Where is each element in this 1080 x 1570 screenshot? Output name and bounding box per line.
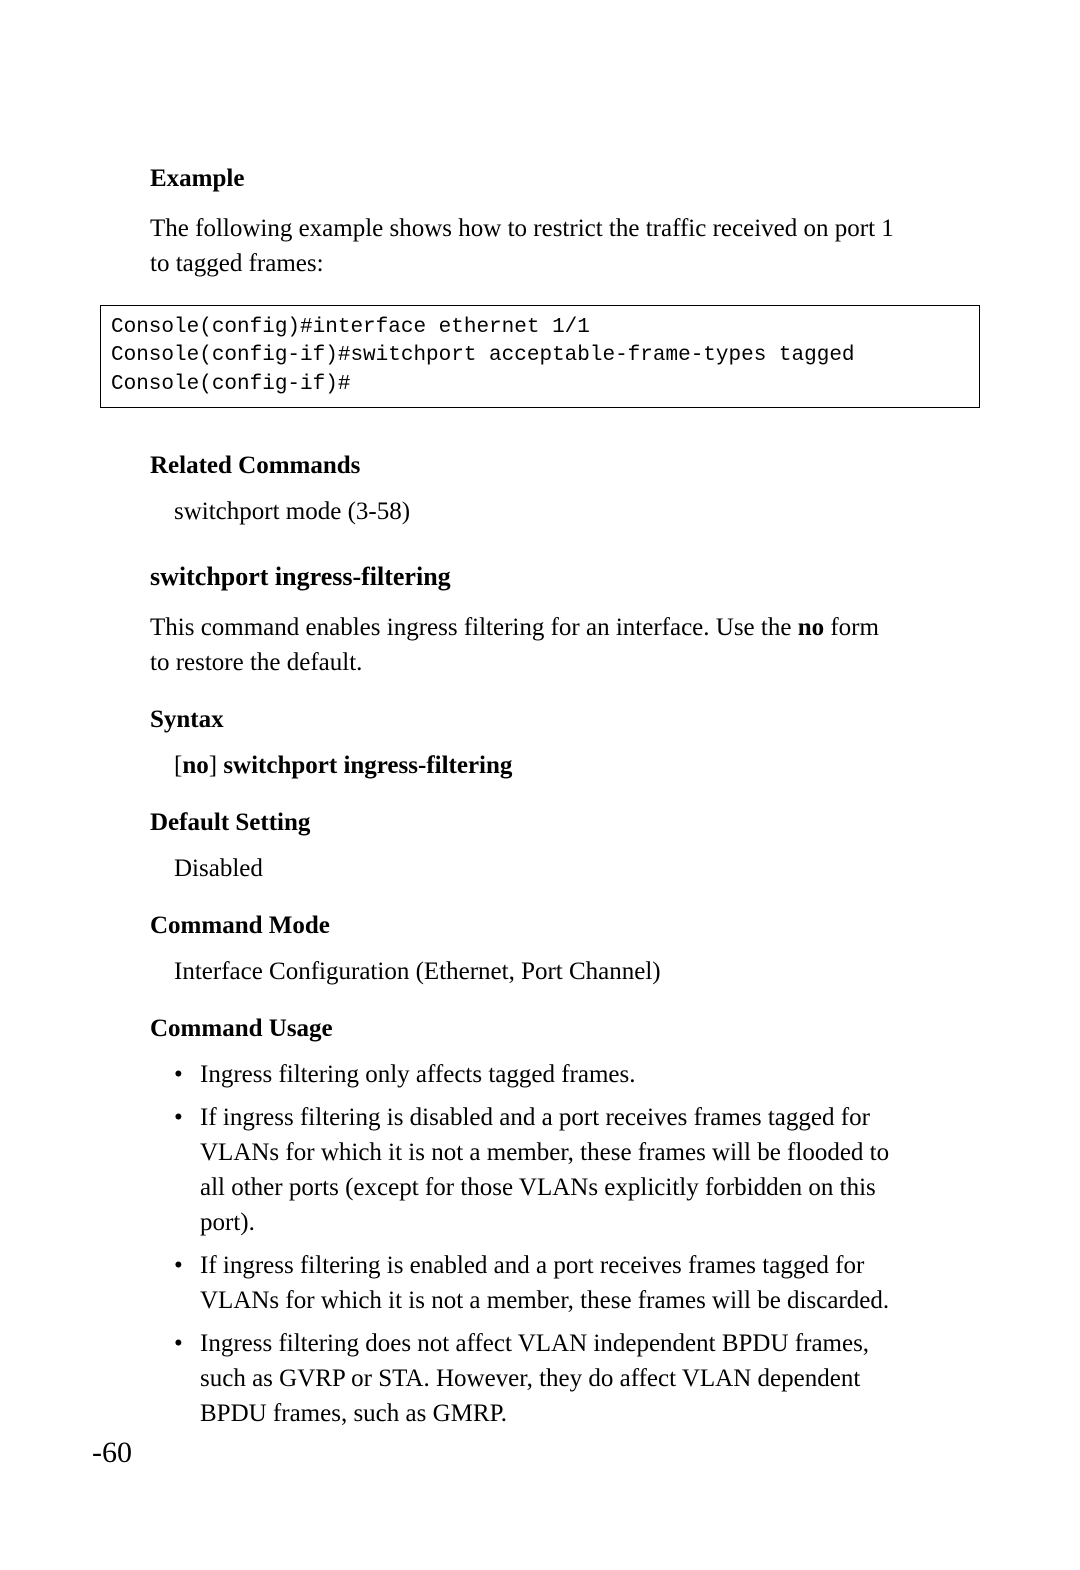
command-mode-heading: Command Mode: [150, 912, 900, 940]
usage-item: If ingress filtering is disabled and a p…: [174, 1100, 900, 1240]
syntax-bold1: no: [182, 752, 208, 779]
page-number: -60: [92, 1436, 132, 1470]
command-mode-value: Interface Configuration (Ethernet, Port …: [174, 954, 900, 989]
default-setting-value: Disabled: [174, 851, 900, 886]
syntax-bold2: switchport ingress-filtering: [223, 752, 512, 779]
example-heading: Example: [150, 165, 900, 193]
content-area: Example The following example shows how …: [150, 165, 900, 281]
content-area-2: Related Commands switchport mode (3-58) …: [150, 452, 900, 1431]
command-description: This command enables ingress filtering f…: [150, 610, 900, 680]
example-intro: The following example shows how to restr…: [150, 211, 900, 281]
default-setting-heading: Default Setting: [150, 809, 900, 837]
document-page: Example The following example shows how …: [0, 0, 1080, 1570]
syntax-heading: Syntax: [150, 706, 900, 734]
command-usage-list: Ingress filtering only affects tagged fr…: [174, 1057, 900, 1431]
related-command-item: switchport mode (3-58): [174, 498, 900, 526]
syntax-mid: ]: [209, 752, 224, 779]
related-commands-heading: Related Commands: [150, 452, 900, 480]
desc-pre: This command enables ingress filtering f…: [150, 614, 798, 641]
usage-item: Ingress filtering only affects tagged fr…: [174, 1057, 900, 1092]
usage-item: If ingress filtering is enabled and a po…: [174, 1248, 900, 1318]
desc-bold: no: [798, 614, 824, 641]
command-usage-heading: Command Usage: [150, 1015, 900, 1043]
example-code-block: Console(config)#interface ethernet 1/1 C…: [100, 305, 980, 408]
command-title: switchport ingress-filtering: [150, 562, 900, 592]
syntax-line: [no] switchport ingress-filtering: [174, 748, 900, 783]
usage-item: Ingress filtering does not affect VLAN i…: [174, 1326, 900, 1431]
